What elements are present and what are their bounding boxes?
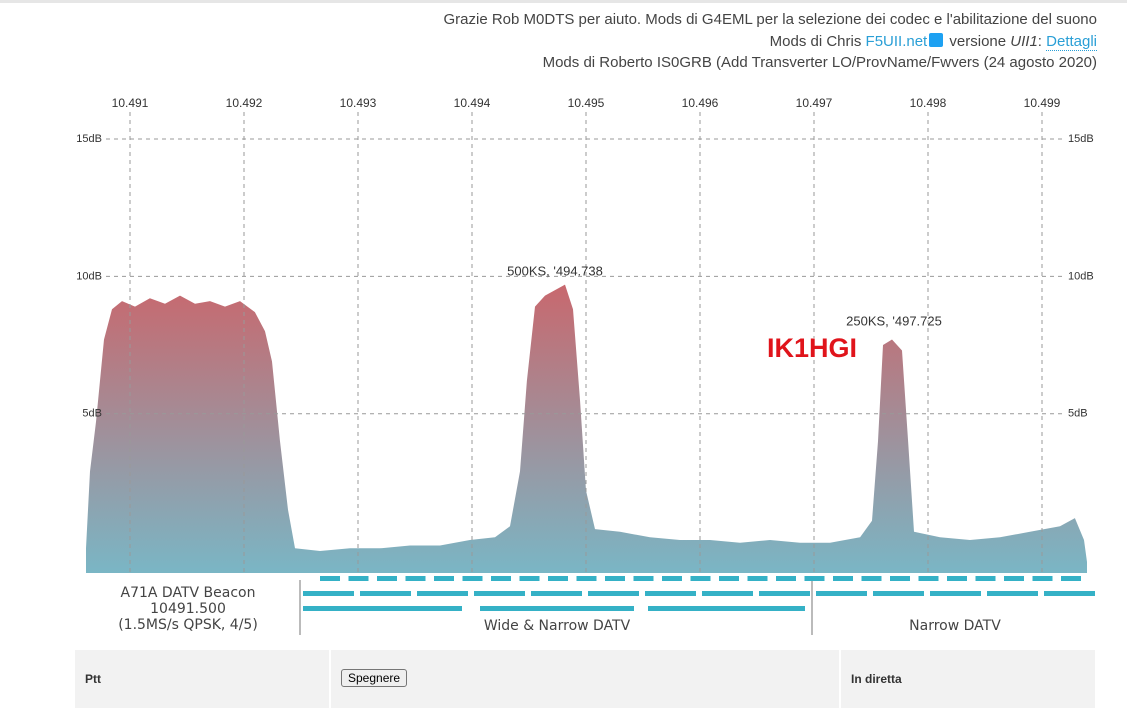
band-label: Wide & Narrow DATV: [484, 618, 631, 634]
channel-marker: [833, 576, 853, 581]
twitter-icon[interactable]: [929, 33, 944, 47]
ptt-label: Ptt: [85, 672, 101, 686]
y-tick-label: 10dB: [1068, 270, 1094, 282]
x-tick-label: 10.496: [682, 96, 719, 110]
text: :: [1037, 33, 1042, 50]
x-tick-label: 10.495: [568, 96, 605, 110]
channel-marker: [987, 591, 1038, 596]
channel-marker: [873, 591, 924, 596]
y-tick-label: 5dB: [1068, 408, 1088, 420]
off-button[interactable]: Spegnere: [341, 669, 408, 687]
beacon-label: (1.5MS/s QPSK, 4/5): [118, 617, 258, 633]
x-tick-label: 10.494: [454, 96, 491, 110]
x-tick-label: 10.498: [910, 96, 947, 110]
channel-marker: [320, 576, 340, 581]
channel-marker: [519, 576, 540, 581]
signal-label: 250KS, '497.725: [846, 313, 942, 328]
text: versione: [949, 33, 1007, 50]
channel-marker: [360, 591, 411, 596]
channel-marker: [588, 591, 639, 596]
channel-marker: [377, 576, 397, 581]
channel-marker: [690, 576, 711, 581]
channel-marker: [531, 591, 582, 596]
band-plan: A71A DATV Beacon 10491.500 (1.5MS/s QPSK…: [118, 576, 1095, 635]
channel-marker: [417, 591, 468, 596]
channel-marker: [645, 591, 696, 596]
beacon-label: 10491.500: [150, 601, 226, 617]
credit-line: Mods di Roberto IS0GRB (Add Transverter …: [542, 54, 1097, 71]
channel-marker: [605, 576, 625, 581]
text: Mods di Chris: [769, 33, 862, 50]
channel-marker: [633, 576, 654, 581]
version: UII1: [1010, 33, 1038, 50]
channel-marker: [747, 576, 768, 581]
live-label: In diretta: [851, 672, 902, 686]
x-tick-label: 10.493: [340, 96, 377, 110]
x-tick-label: 10.497: [796, 96, 833, 110]
signal-label: 500KS, '494.738: [507, 263, 603, 278]
credit-line: Mods di Chris F5UII.net versione UII1: D…: [769, 33, 1097, 51]
y-tick-label: 15dB: [76, 133, 102, 145]
x-tick-label: 10.491: [112, 96, 149, 110]
channel-marker: [890, 576, 910, 581]
channel-marker: [662, 576, 682, 581]
channel-marker: [719, 576, 739, 581]
channel-marker: [1044, 591, 1095, 596]
channel-marker: [947, 576, 967, 581]
x-tick-label: 10.492: [226, 96, 263, 110]
credit-line: Grazie Rob M0DTS per aiuto. Mods di G4EM…: [443, 11, 1098, 28]
channel-marker: [648, 606, 805, 611]
channel-marker: [576, 576, 597, 581]
channel-marker: [1004, 576, 1024, 581]
callsign: IK1HGI: [767, 333, 857, 363]
channel-marker: [491, 576, 511, 581]
channel-marker: [1032, 576, 1053, 581]
channel-marker: [1061, 576, 1081, 581]
channel-marker: [303, 606, 462, 611]
channel-marker: [405, 576, 426, 581]
channel-marker: [776, 576, 796, 581]
channel-marker: [462, 576, 483, 581]
top-border: [0, 0, 1127, 3]
channel-marker: [804, 576, 825, 581]
y-tick-label: 10dB: [76, 270, 102, 282]
band-label: Narrow DATV: [909, 618, 1001, 634]
channel-marker: [918, 576, 939, 581]
separator: [839, 650, 841, 708]
separator: [329, 650, 331, 708]
y-tick-label: 5dB: [82, 408, 102, 420]
channel-marker: [702, 591, 753, 596]
link[interactable]: F5UII.net: [865, 33, 928, 50]
channel-marker: [480, 606, 634, 611]
channel-marker: [861, 576, 882, 581]
controls-row: Ptt Spegnere In diretta: [75, 650, 1095, 708]
x-tick-label: 10.499: [1024, 96, 1061, 110]
beacon-label: A71A DATV Beacon: [121, 585, 256, 601]
channel-marker: [303, 591, 354, 596]
channel-marker: [434, 576, 454, 581]
details-link[interactable]: Dettagli: [1046, 33, 1097, 51]
channel-marker: [548, 576, 568, 581]
channel-marker: [975, 576, 996, 581]
spectrum-chart: 15dB 15dB 10dB 10dB 5dB 5dB 10.499 10.498 10.497…: [76, 96, 1095, 635]
channel-marker: [474, 591, 525, 596]
channel-marker: [816, 591, 867, 596]
channel-marker: [759, 591, 810, 596]
channel-marker: [348, 576, 369, 581]
y-tick-label: 15dB: [1068, 133, 1094, 145]
channel-marker: [930, 591, 981, 596]
